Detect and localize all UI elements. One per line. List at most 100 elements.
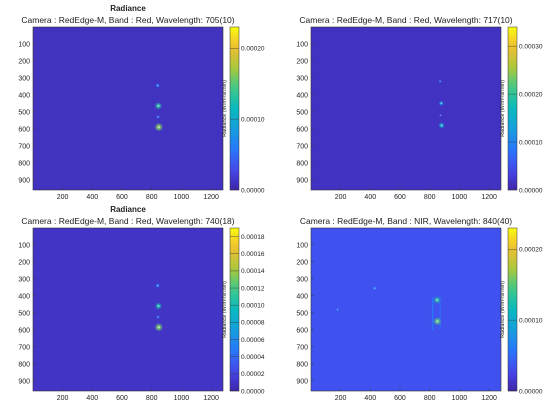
axes-frame	[310, 26, 502, 191]
colorbar-tick-label-1: 0.00000	[519, 187, 543, 194]
colorbar-tick-label-9: 0.00016	[241, 251, 265, 258]
y-tick-label-9: 900	[18, 177, 30, 184]
heatmap-hotspot-4	[154, 322, 164, 332]
panel-4: Camera : RedEdge-M, Band : NIR, Waveleng…	[296, 216, 543, 402]
x-tick-label-3: 600	[394, 194, 406, 201]
panel-2: Camera : RedEdge-M, Band : Red, Waveleng…	[296, 15, 543, 201]
x-tick-label-6: 1200	[203, 194, 219, 201]
colorbar-tick-label-10: 0.00018	[241, 234, 265, 241]
colorbar-tick-label-2: 0.00002	[241, 371, 265, 378]
panel-3: Radiance Camera : RedEdge-M, Band : Red, …	[18, 205, 265, 402]
chart-subtitle: Camera : RedEdge-M, Band : NIR, Waveleng…	[300, 216, 512, 226]
heatmap-background	[33, 27, 223, 190]
x-tick-label-4: 800	[146, 395, 158, 402]
y-tick-label-2: 200	[296, 259, 308, 266]
heatmap-hotspot-3	[155, 114, 161, 120]
y-tick-label-8: 800	[296, 361, 308, 368]
y-tick-label-6: 600	[296, 126, 308, 133]
y-tick-label-9: 900	[18, 378, 30, 385]
heatmap-hotspot-4	[433, 317, 442, 326]
x-tick-label-2: 400	[86, 194, 98, 201]
heatmap-hotspot-4	[154, 122, 164, 132]
heatmap-background	[311, 228, 501, 391]
colorbar-label: Radiance (W/m²/sr/nm)	[500, 281, 506, 338]
x-tick-label-2: 400	[86, 395, 98, 402]
x-tick-label-6: 1200	[481, 194, 497, 201]
heatmap-hotspot-2	[438, 100, 445, 107]
x-tick-label-4: 800	[424, 395, 436, 402]
colorbar-label: Radiance (W/m²/sr/nm)	[222, 281, 228, 338]
y-tick-label-1: 100	[296, 242, 308, 249]
colorbar	[229, 26, 240, 191]
y-tick-label-4: 400	[18, 92, 30, 99]
x-tick-label-5: 1000	[174, 395, 190, 402]
heatmap-hotspot-3	[438, 113, 443, 118]
x-tick-label-1: 200	[335, 395, 347, 402]
colorbar-tick-label-1: 0.00000	[241, 388, 265, 395]
y-tick-label-9: 900	[296, 177, 308, 184]
y-tick-label-7: 700	[296, 344, 308, 351]
y-tick-label-4: 400	[296, 293, 308, 300]
axes-frame	[310, 227, 502, 392]
heatmap-hotspot-1	[372, 285, 378, 291]
x-tick-label-3: 600	[394, 395, 406, 402]
colorbar	[229, 227, 240, 392]
y-tick-label-7: 700	[18, 344, 30, 351]
colorbar	[507, 227, 518, 392]
x-tick-label-3: 600	[116, 194, 128, 201]
y-tick-label-1: 100	[296, 41, 308, 48]
colorbar	[507, 26, 518, 191]
x-tick-label-1: 200	[57, 395, 69, 402]
y-tick-label-4: 400	[296, 92, 308, 99]
panel-1: Radiance Camera : RedEdge-M, Band : Red, …	[18, 4, 265, 201]
x-tick-label-6: 1200	[481, 395, 497, 402]
x-tick-label-5: 1000	[452, 194, 468, 201]
x-tick-label-5: 1000	[174, 194, 190, 201]
colorbar-tick-label-6: 0.00010	[241, 303, 265, 310]
heatmap-hotspot-3	[433, 296, 441, 304]
y-tick-label-5: 500	[18, 109, 30, 116]
y-tick-label-8: 800	[296, 160, 308, 167]
x-tick-label-4: 800	[424, 194, 436, 201]
colorbar-tick-label-3: 0.00004	[241, 354, 265, 361]
x-tick-label-2: 400	[364, 194, 376, 201]
chart-subtitle: Camera : RedEdge-M, Band : Red, Waveleng…	[299, 15, 512, 25]
y-tick-label-1: 100	[18, 41, 30, 48]
y-tick-label-5: 500	[296, 109, 308, 116]
heatmap-hotspot-1	[438, 79, 443, 84]
y-tick-label-4: 400	[18, 293, 30, 300]
y-tick-label-2: 200	[18, 58, 30, 65]
colorbar-tick-label-1: 0.00000	[519, 388, 543, 395]
axes-frame	[32, 26, 224, 191]
heatmap-background	[33, 228, 223, 391]
y-tick-label-2: 200	[296, 58, 308, 65]
axes-frame	[32, 227, 224, 392]
y-tick-label-3: 300	[18, 75, 30, 82]
chart-title: Radiance	[110, 4, 146, 13]
x-tick-label-1: 200	[335, 194, 347, 201]
colorbar-tick-label-3: 0.00020	[519, 91, 543, 98]
heatmap-hotspot-2	[154, 102, 163, 110]
x-tick-label-5: 1000	[452, 395, 468, 402]
x-tick-label-1: 200	[57, 194, 69, 201]
y-tick-label-8: 800	[18, 160, 30, 167]
colorbar-tick-label-5: 0.00008	[241, 320, 265, 327]
y-tick-label-3: 300	[296, 75, 308, 82]
x-tick-label-3: 600	[116, 395, 128, 402]
colorbar-label: Radiance (W/m²/sr/nm)	[500, 80, 506, 137]
y-tick-label-7: 700	[18, 143, 30, 150]
heatmap-hotspot-2	[335, 307, 340, 312]
y-tick-label-3: 300	[296, 276, 308, 283]
colorbar-tick-label-3: 0.00020	[519, 247, 543, 254]
colorbar-tick-label-2: 0.00010	[519, 317, 543, 324]
heatmap-hotspot-2	[154, 302, 163, 310]
colorbar-tick-label-2: 0.00010	[519, 139, 543, 146]
y-tick-label-8: 800	[18, 361, 30, 368]
colorbar-tick-label-7: 0.00012	[241, 285, 265, 292]
heatmap-hotspot-3	[155, 314, 161, 320]
chart-subtitle: Camera : RedEdge-M, Band : Red, Waveleng…	[21, 216, 234, 226]
x-tick-label-6: 1200	[203, 395, 219, 402]
colorbar-tick-label-3: 0.00020	[241, 46, 265, 53]
y-tick-label-7: 700	[296, 143, 308, 150]
